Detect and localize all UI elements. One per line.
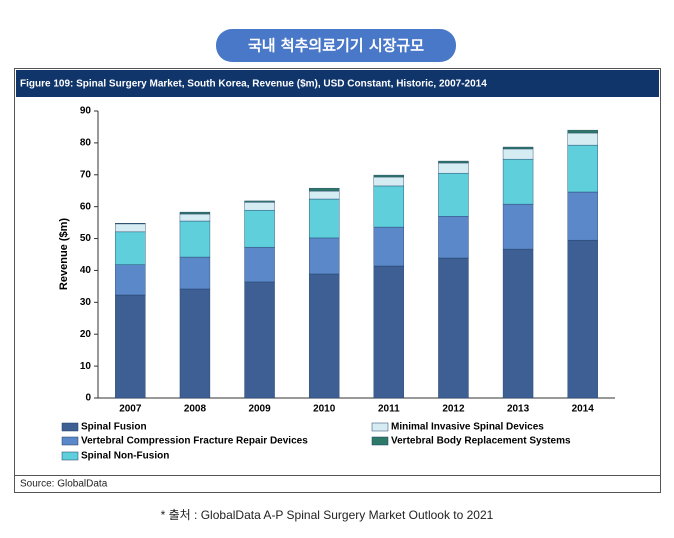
legend-swatch — [371, 422, 389, 432]
bar-segment — [179, 213, 211, 222]
y-tick-label: 50 — [80, 233, 92, 244]
badge — [216, 29, 456, 62]
bar-segment — [115, 223, 146, 233]
bar-segment — [244, 200, 275, 203]
x-tick-label: 2013 — [507, 404, 530, 415]
bar-segment — [502, 146, 534, 150]
legend-label: Vertebral Body Replacement Systems — [391, 436, 571, 447]
y-tick-label: 60 — [80, 201, 92, 212]
bar-segment — [502, 158, 534, 205]
bar-segment — [567, 144, 598, 193]
legend-label: Minimal Invasive Spinal Devices — [391, 422, 544, 433]
bar-segment — [373, 265, 405, 399]
bar-segment — [308, 273, 340, 399]
bar-segment — [438, 216, 469, 259]
x-tick-label: 2012 — [442, 404, 465, 415]
bar-segment — [502, 203, 534, 250]
bar-segment — [438, 172, 469, 217]
footnote: * 출처 : GlobalData A-P Spinal Surgery Mar… — [161, 508, 494, 522]
bar-segment — [115, 264, 146, 296]
chart-title: Figure 109: Spinal Surgery Market, South… — [20, 79, 487, 90]
bar-segment — [502, 148, 534, 160]
legend-label: Spinal Non-Fusion — [81, 451, 169, 462]
bar-segment — [373, 176, 405, 187]
x-tick-label: 2009 — [248, 404, 271, 415]
y-tick-label: 90 — [80, 106, 92, 117]
legend-swatch — [61, 436, 79, 446]
bar-segment — [115, 294, 146, 399]
legend-swatch — [371, 436, 389, 446]
bar-segment — [115, 223, 146, 225]
y-axis-label: Revenue ($m) — [58, 218, 70, 290]
x-tick-label: 2008 — [184, 404, 207, 415]
badge-text: 국내 척추의료기기 시장규모 — [248, 37, 424, 55]
bar-segment — [308, 190, 340, 200]
bar-segment — [373, 174, 405, 178]
y-tick-label: 10 — [80, 361, 92, 372]
plot: 0 10 20 30 40 50 60 70 80 90 2007 2008 2009 2010 2011 2… — [61, 106, 615, 462]
bar-segment — [438, 162, 469, 174]
y-tick-label: 80 — [80, 138, 92, 149]
source: Source: GlobalData — [20, 479, 108, 490]
y-tick-label: 20 — [80, 329, 92, 340]
y-tick-label: 40 — [80, 265, 92, 276]
bar-segment — [244, 209, 275, 248]
legend-swatch — [61, 451, 79, 461]
bar-segment — [308, 237, 340, 275]
bar-segment — [244, 246, 275, 283]
bar-segment — [179, 288, 211, 399]
bar-segment — [179, 211, 211, 215]
bar-segment — [567, 239, 598, 399]
bar-segment — [308, 187, 340, 192]
x-tick-label: 2014 — [572, 404, 595, 415]
x-tick-label: 2010 — [313, 404, 336, 415]
bar-segment — [438, 257, 469, 399]
x-tick-label: 2011 — [378, 404, 400, 415]
bar-segment — [179, 256, 211, 290]
y-tick-label: 30 — [80, 297, 92, 308]
bar-segment — [567, 129, 598, 134]
bar-segment — [373, 226, 405, 267]
legend-label: Spinal Fusion — [81, 422, 147, 433]
bar-segment — [567, 132, 598, 146]
chart-header — [16, 70, 659, 97]
bar-segment — [244, 202, 275, 211]
bar-segment — [502, 248, 534, 399]
bar-segment — [115, 231, 146, 265]
y-tick-label: 70 — [80, 169, 92, 180]
legend-label: Vertebral Compression Fracture Repair De… — [81, 436, 308, 447]
bar-segment — [244, 281, 275, 399]
bar-segment — [438, 160, 469, 164]
x-tick-label: 2007 — [119, 404, 142, 415]
bar-segment — [373, 185, 405, 228]
bar-segment — [308, 198, 340, 239]
legend-swatch — [61, 422, 79, 432]
y-tick-label: 0 — [85, 393, 91, 404]
bar-segment — [179, 220, 211, 258]
bar-segment — [567, 191, 598, 241]
